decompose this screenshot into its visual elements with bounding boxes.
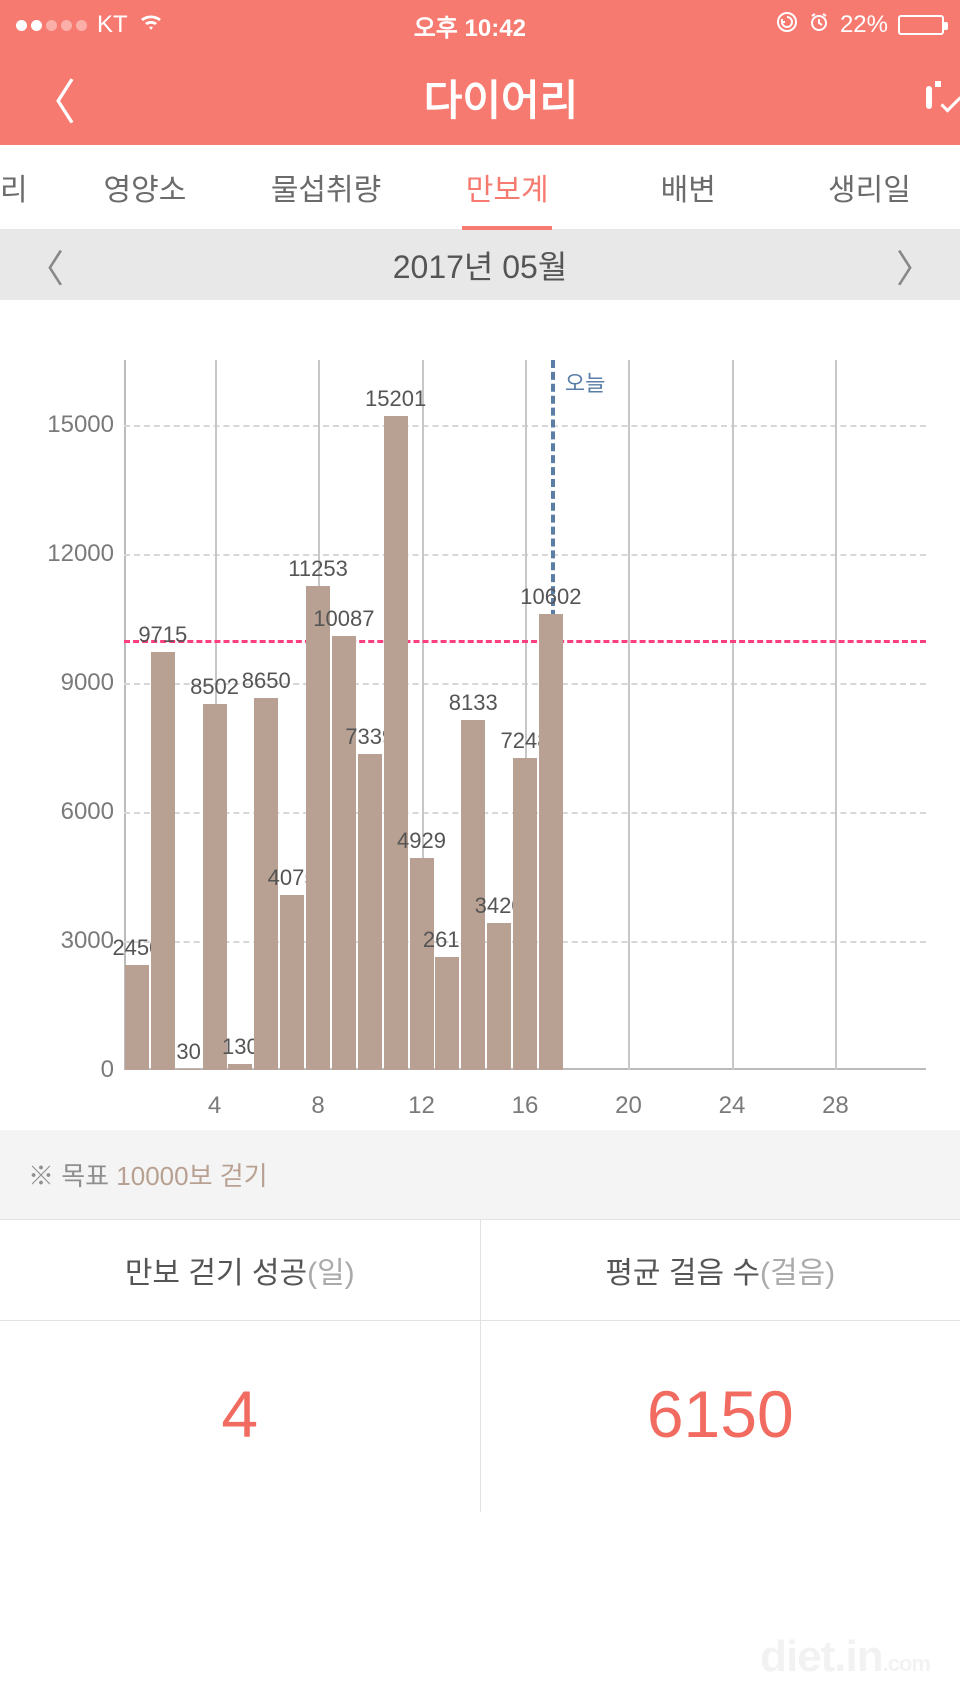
status-bar: KT 오후 10:42 22% xyxy=(0,0,960,50)
goal-prefix: ※ 목표 xyxy=(28,1161,116,1191)
chart-bar-label: 8133 xyxy=(449,690,498,716)
carrier-label: KT xyxy=(97,11,128,39)
chart-bar xyxy=(435,957,459,1070)
chart-bar-label: 10602 xyxy=(520,584,581,610)
chart-bar-label: 8650 xyxy=(242,668,291,694)
chart-x-tick-label: 16 xyxy=(505,1092,545,1120)
back-button[interactable]: 〈 xyxy=(28,63,76,133)
chart-bar xyxy=(332,636,356,1070)
chart-bar-label: 130 xyxy=(222,1034,259,1060)
chart-bar xyxy=(358,754,382,1070)
signal-icon xyxy=(16,20,87,31)
page-title: 다이어리 xyxy=(424,67,579,128)
status-right: 22% xyxy=(776,11,944,40)
watermark-main: diet.in xyxy=(760,1632,883,1681)
chart-x-tick-label: 8 xyxy=(298,1092,338,1120)
chart-y-tick-label: 15000 xyxy=(24,411,114,439)
watermark-sub: .com xyxy=(883,1651,930,1676)
goal-text-row: ※ 목표 10000보 걷기 xyxy=(0,1130,960,1219)
title-bar: 〈 다이어리 xyxy=(0,50,960,145)
chart-y-tick-label: 12000 xyxy=(24,540,114,568)
battery-icon xyxy=(898,15,944,35)
chart-bar xyxy=(203,704,227,1070)
chart-bar xyxy=(487,923,511,1070)
stat-value: 4 xyxy=(0,1321,480,1512)
tab-4[interactable]: 배변 xyxy=(598,145,779,229)
status-time: 오후 10:42 xyxy=(414,8,526,43)
watermark: diet.in.com xyxy=(760,1632,930,1682)
chart-x-tick-label: 20 xyxy=(608,1092,648,1120)
stats-table: 만보 걷기 성공(일)4평균 걸음 수(걸음)6150 xyxy=(0,1219,960,1512)
chart-vline xyxy=(732,360,734,1070)
chart-y-tick-label: 3000 xyxy=(24,927,114,955)
chart-x-tick-label: 12 xyxy=(402,1092,442,1120)
tabs-bar: 리영양소물섭취량만보계배변생리일 xyxy=(0,145,960,230)
chart-bar-label: 11253 xyxy=(288,556,348,582)
rotation-lock-icon xyxy=(776,11,798,40)
chart-bar xyxy=(125,965,149,1070)
chart-bar-label: 15201 xyxy=(365,386,426,412)
chart-goal-line xyxy=(124,640,926,643)
chart-bar xyxy=(280,895,304,1070)
chart-bar xyxy=(410,858,434,1070)
chart-bar-label: 30 xyxy=(176,1039,200,1065)
chart-y-tick-label: 9000 xyxy=(24,669,114,697)
month-next-button[interactable]: 〉 xyxy=(896,238,934,293)
chart-y-tick-label: 0 xyxy=(24,1056,114,1084)
chart-bar xyxy=(177,1069,201,1070)
chart-y-axis xyxy=(124,360,126,1070)
chart-vline xyxy=(628,360,630,1070)
stat-head: 만보 걷기 성공(일) xyxy=(0,1220,480,1321)
chart-bar xyxy=(151,652,175,1070)
tab-1[interactable]: 영양소 xyxy=(54,145,235,229)
month-prev-button[interactable]: 〈 xyxy=(26,238,64,293)
chart-bar-label: 4929 xyxy=(397,828,446,854)
goal-highlight: 10000보 걷기 xyxy=(116,1161,267,1191)
calendar-button[interactable] xyxy=(926,89,932,107)
stat-head: 평균 걸음 수(걸음) xyxy=(481,1220,960,1321)
chart-x-tick-label: 4 xyxy=(195,1092,235,1120)
pedometer-bar-chart: 오늘24509715308502130865040751125310087733… xyxy=(24,340,936,1120)
chart-x-tick-label: 28 xyxy=(815,1092,855,1120)
stat-value: 6150 xyxy=(481,1321,960,1512)
chart-bar xyxy=(384,416,408,1070)
chart-y-tick-label: 6000 xyxy=(24,798,114,826)
chart-container: 오늘24509715308502130865040751125310087733… xyxy=(0,300,960,1130)
chart-bar-label: 9715 xyxy=(138,622,187,648)
chart-bar-label: 8502 xyxy=(190,674,239,700)
chart-bar xyxy=(539,614,563,1070)
chart-bar-label: 10087 xyxy=(313,606,374,632)
wifi-icon xyxy=(138,11,164,39)
stat-col-1: 평균 걸음 수(걸음)6150 xyxy=(481,1220,960,1512)
calendar-check-icon xyxy=(926,86,932,109)
chart-bar xyxy=(513,758,537,1070)
stat-col-0: 만보 걷기 성공(일)4 xyxy=(0,1220,481,1512)
tab-5[interactable]: 생리일 xyxy=(779,145,960,229)
month-navigator: 〈 2017년 05월 〉 xyxy=(0,230,960,300)
month-label: 2017년 05월 xyxy=(393,242,568,288)
tab-2[interactable]: 물섭취량 xyxy=(235,145,416,229)
tab-3[interactable]: 만보계 xyxy=(417,145,598,229)
chart-bar xyxy=(228,1064,252,1070)
chart-vline xyxy=(835,360,837,1070)
battery-pct: 22% xyxy=(840,11,888,39)
tab-0[interactable]: 리 xyxy=(0,145,54,229)
status-left: KT xyxy=(16,11,164,39)
chart-today-label: 오늘 xyxy=(565,366,605,398)
chart-x-tick-label: 24 xyxy=(712,1092,752,1120)
chart-bar xyxy=(306,586,330,1070)
alarm-icon xyxy=(808,11,830,40)
